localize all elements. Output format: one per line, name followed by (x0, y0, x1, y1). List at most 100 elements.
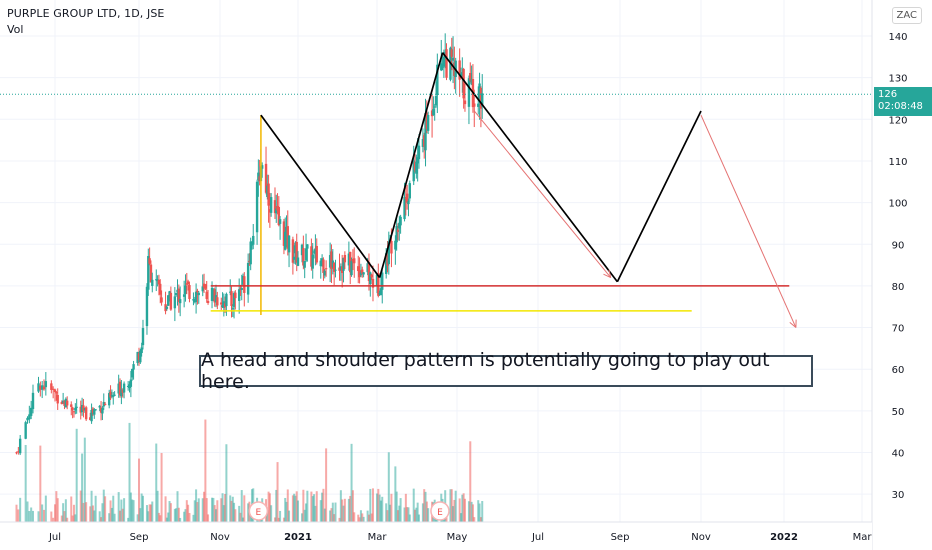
earnings-label: E (256, 508, 262, 518)
volume-bar (43, 509, 45, 522)
price-tick-label: 30 (892, 490, 905, 501)
candle-body (434, 96, 438, 106)
volume-bar (131, 499, 134, 522)
candle-body (151, 279, 154, 286)
candle-body (51, 388, 55, 390)
candle-body (214, 295, 218, 303)
volume-bar (238, 505, 241, 522)
candle-body (424, 113, 427, 151)
volume-bar (423, 489, 426, 522)
time-tick-label: 2022 (770, 532, 798, 543)
candle-body (461, 72, 464, 76)
volume-bar (55, 491, 58, 522)
volume-bar (366, 510, 369, 522)
volume-bar (454, 490, 457, 522)
volume-bar (81, 453, 84, 522)
volume-bar (203, 491, 206, 522)
candle-body (353, 258, 356, 264)
candle-body (445, 49, 448, 78)
volume-bar (179, 517, 182, 522)
candle-body (276, 205, 279, 211)
volume-bar (225, 444, 228, 522)
candle-body (109, 391, 112, 398)
candle-body (122, 383, 126, 393)
volume-bar (100, 517, 103, 522)
candle-body (184, 285, 187, 294)
candle-body (395, 225, 398, 243)
candle-body (80, 404, 84, 412)
volume-bar (216, 500, 219, 522)
candle-body (413, 161, 417, 171)
price-tick-label: 100 (888, 199, 907, 210)
volume-bar (288, 510, 291, 522)
candle-body (294, 242, 297, 254)
candle-body (278, 219, 282, 224)
candle-body (358, 270, 361, 278)
volume-bar (367, 514, 370, 522)
volume-bar (52, 517, 55, 522)
volume-bar (91, 505, 94, 522)
candle-body (255, 181, 259, 233)
candle-body (40, 385, 44, 390)
candle-body (149, 264, 153, 283)
volume-bar (229, 495, 232, 522)
candle-body (315, 245, 318, 263)
candle-body (243, 276, 246, 293)
volume-bar (50, 511, 53, 522)
volume-bar (113, 513, 116, 522)
volume-bar (353, 512, 356, 522)
candle-body (306, 244, 309, 249)
volume-bar (458, 498, 461, 522)
candle-body (415, 161, 418, 174)
volume-bar (85, 502, 88, 522)
volume-bar (381, 496, 384, 522)
candle-body (145, 286, 149, 327)
candle-body (164, 304, 167, 312)
volume-bar (90, 490, 93, 522)
candle-body (451, 57, 455, 61)
volume-label: Vol (7, 23, 24, 36)
candle-body (42, 386, 46, 390)
volume-bar (459, 513, 462, 522)
candle-body (39, 385, 42, 390)
candle-body (141, 328, 145, 346)
time-tick-label: May (447, 532, 468, 543)
volume-bar (234, 509, 237, 522)
volume-bar (268, 493, 271, 522)
last-price-tag: 126 02:08:48 (874, 87, 932, 116)
volume-bar (102, 489, 105, 522)
annotation-box[interactable]: A head and shoulder pattern is potential… (199, 349, 813, 393)
volume-bar (183, 511, 186, 522)
candle-body (60, 401, 63, 405)
volume-bar (407, 507, 410, 522)
candle-body (94, 409, 97, 411)
candle-body (55, 392, 58, 394)
volume-bar (71, 515, 74, 522)
candle-body (147, 256, 150, 290)
candle-body (252, 235, 255, 245)
volume-bar (478, 503, 481, 522)
candle-body (197, 292, 200, 296)
candle-body (381, 272, 384, 290)
volume-bar (385, 503, 388, 522)
candle-body (210, 287, 214, 301)
currency-badge[interactable]: ZAC (891, 7, 922, 24)
volume-bar (343, 498, 346, 522)
volume-bar (121, 508, 124, 522)
chart-grid (0, 0, 872, 522)
volume-bar (247, 503, 250, 522)
volume-bar (224, 493, 227, 522)
arrow-head (603, 273, 611, 279)
annotation-text: A head and shoulder pattern is potential… (201, 349, 770, 393)
volume-bar (266, 510, 269, 522)
candle-body (126, 385, 130, 387)
volume-bar (325, 448, 328, 522)
volume-bar (386, 510, 389, 522)
price-tick-label: 40 (892, 449, 905, 460)
pattern-line (616, 110, 702, 283)
volume-bar (470, 501, 473, 522)
volume-bar (319, 500, 322, 522)
candle-body (347, 253, 351, 266)
price-tick-label: 130 (888, 74, 907, 85)
